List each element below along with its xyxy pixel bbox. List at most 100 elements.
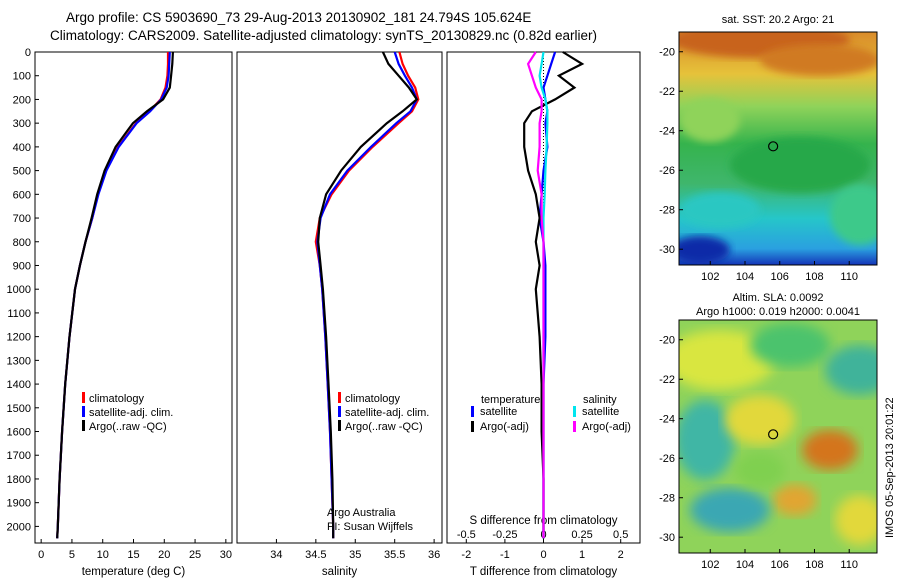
legend-swatch bbox=[82, 420, 85, 431]
map-frame bbox=[678, 31, 878, 266]
imos-credit: IMOS 05-Sep-2013 20:01:22 bbox=[884, 397, 896, 538]
x-tick-label: 35 bbox=[349, 549, 361, 561]
x-tick-label: -2 bbox=[461, 549, 471, 561]
map-title: sat. SST: 20.2 Argo: 21 bbox=[722, 14, 835, 26]
annotation-text: Argo Australia bbox=[327, 507, 396, 519]
profile-panel-1: 0100200300400500600700800900100011001200… bbox=[7, 47, 233, 578]
profile-panel-3: -2 -1 0 1 2T difference from climatology -0.5… bbox=[446, 51, 641, 578]
map-field bbox=[679, 32, 877, 265]
map-x-tick-label: 108 bbox=[805, 271, 823, 283]
legend-title-temperature: temperature bbox=[481, 394, 540, 406]
legend-swatch bbox=[471, 421, 474, 432]
sla-patch bbox=[679, 400, 735, 480]
x-tick-label: 15 bbox=[127, 549, 139, 561]
series-line-4 bbox=[526, 51, 545, 539]
sla-patch bbox=[725, 395, 795, 445]
x-tick-label: 34 bbox=[270, 549, 282, 561]
series-line-3 bbox=[56, 51, 174, 539]
x-tick-label: 2 bbox=[618, 549, 624, 561]
legend-label: satellite-adj. clim. bbox=[345, 407, 429, 419]
map-y-tick-label: -28 bbox=[659, 205, 675, 217]
y-tick-label: 1700 bbox=[7, 450, 31, 462]
legend-swatch bbox=[471, 406, 474, 417]
sst-patch bbox=[679, 236, 730, 264]
legend-label: climatology bbox=[89, 393, 145, 405]
map-field bbox=[679, 320, 877, 553]
legend-label: Argo(-adj) bbox=[480, 421, 529, 433]
x2-tick-label: -0.25 bbox=[492, 529, 517, 541]
argo-position-marker bbox=[768, 429, 779, 440]
map-subtitle: Argo h1000: 0.019 h2000: 0.0041 bbox=[696, 306, 860, 318]
argo-position-marker bbox=[768, 141, 779, 152]
y-tick-label: 300 bbox=[13, 118, 31, 130]
series-line-2 bbox=[523, 51, 585, 539]
y-tick-label: 600 bbox=[13, 189, 31, 201]
y-tick-label: 1600 bbox=[7, 427, 31, 439]
map-y-tick-label: -22 bbox=[659, 86, 675, 98]
map-frame bbox=[678, 319, 878, 554]
legend-label: satellite-adj. clim. bbox=[89, 407, 173, 419]
map-y-tick-label: -28 bbox=[659, 493, 675, 505]
map-x-tick-label: 108 bbox=[805, 559, 823, 571]
sst-patch bbox=[730, 137, 870, 193]
x2-tick-label: 0.5 bbox=[613, 529, 628, 541]
sla-patch bbox=[835, 495, 877, 545]
x-tick-label: 0 bbox=[540, 549, 546, 561]
map-y-tick-label: -26 bbox=[659, 165, 675, 177]
chart-title-line1: Argo profile: CS 5903690_73 29-Aug-2013 … bbox=[66, 10, 532, 25]
x-tick-label: 36 bbox=[428, 549, 440, 561]
y-tick-label: 700 bbox=[13, 213, 31, 225]
sla-patch bbox=[750, 323, 830, 367]
legend-label: Argo(..raw -QC) bbox=[345, 421, 423, 433]
map-x-tick-label: 106 bbox=[771, 559, 789, 571]
legend-label: Argo(-adj) bbox=[582, 421, 631, 433]
x-tick-label: 10 bbox=[97, 549, 109, 561]
sla-map: 102 104 106 108 110 -20 -22 -24 -26 -28 -30 Altim. … bbox=[659, 292, 878, 571]
annotation-text: PI: Susan Wijffels bbox=[327, 521, 413, 533]
x-axis-label: T difference from climatology bbox=[470, 566, 617, 578]
legend-swatch bbox=[338, 406, 341, 417]
x2-tick-label: 0.25 bbox=[571, 529, 592, 541]
map-title: Altim. SLA: 0.0092 bbox=[732, 292, 823, 304]
legend-title-salinity: salinity bbox=[583, 394, 617, 406]
map-x-tick-label: 102 bbox=[701, 271, 719, 283]
legend-label: climatology bbox=[345, 393, 401, 405]
y-tick-label: 200 bbox=[13, 94, 31, 106]
map-y-tick-label: -30 bbox=[659, 244, 675, 256]
y-tick-label: 1900 bbox=[7, 498, 31, 510]
sla-patch bbox=[825, 345, 877, 395]
x2-tick-label: -0.5 bbox=[457, 529, 476, 541]
map-y-tick-label: -24 bbox=[659, 414, 675, 426]
map-x-tick-label: 102 bbox=[701, 559, 719, 571]
legend-swatch bbox=[338, 392, 341, 403]
series-line-3 bbox=[317, 51, 419, 539]
legend-swatch bbox=[338, 420, 341, 431]
chart-title-line2: Climatology: CARS2009. Satellite-adjuste… bbox=[50, 28, 598, 43]
y-tick-label: 1500 bbox=[7, 403, 31, 415]
y-tick-label: 1100 bbox=[7, 308, 31, 320]
y-tick-label: 100 bbox=[13, 71, 31, 83]
y-tick-label: 400 bbox=[13, 142, 31, 154]
x-tick-label: 30 bbox=[220, 549, 232, 561]
x-tick-label: 0 bbox=[38, 549, 44, 561]
legend-swatch bbox=[82, 392, 85, 403]
y-tick-label: 1300 bbox=[7, 355, 31, 367]
map-y-tick-label: -20 bbox=[659, 47, 675, 59]
y-tick-label: 500 bbox=[13, 166, 31, 178]
y-tick-label: 0 bbox=[25, 47, 31, 59]
legend-label: satellite bbox=[582, 406, 619, 418]
x-tick-label: 5 bbox=[69, 549, 75, 561]
x-axis-label: salinity bbox=[322, 566, 357, 578]
sla-patch bbox=[735, 452, 785, 488]
x-tick-label: 20 bbox=[158, 549, 170, 561]
map-x-tick-label: 106 bbox=[771, 271, 789, 283]
x-tick-label: 34.5 bbox=[305, 549, 326, 561]
legend-swatch bbox=[573, 421, 576, 432]
sla-patch bbox=[802, 430, 858, 470]
x-axis-label: temperature (deg C) bbox=[82, 566, 186, 578]
map-x-tick-label: 110 bbox=[840, 271, 858, 283]
y-tick-label: 1000 bbox=[7, 284, 31, 296]
y-tick-label: 1200 bbox=[7, 332, 31, 344]
y-tick-label: 1400 bbox=[7, 379, 31, 391]
